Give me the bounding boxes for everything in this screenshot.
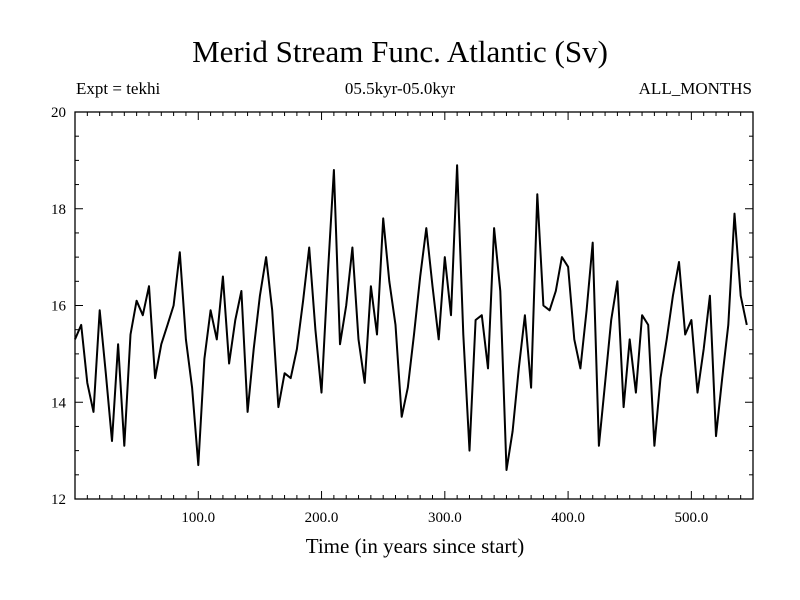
- x-axis-label: Time (in years since start): [305, 534, 525, 558]
- x-tick-label: 500.0: [674, 510, 708, 526]
- data-line: [74, 164, 748, 471]
- y-tick-label: 14: [51, 395, 67, 411]
- x-tick-label: 300.0: [428, 510, 462, 526]
- x-tick-label: 400.0: [551, 510, 585, 526]
- y-tick-label: 20: [51, 105, 66, 121]
- y-tick-label: 12: [51, 492, 66, 508]
- chart-title: Merid Stream Func. Atlantic (Sv): [192, 34, 608, 69]
- y-tick-label: 18: [51, 202, 66, 218]
- months-label: ALL_MONTHS: [638, 79, 752, 98]
- x-tick-label: 100.0: [181, 510, 215, 526]
- x-tick-label: 200.0: [305, 510, 339, 526]
- time-range-label: 05.5kyr-05.0kyr: [344, 79, 456, 98]
- experiment-label: Expt = tekhi: [76, 79, 161, 98]
- y-tick-label: 16: [51, 299, 67, 315]
- plot-frame: [74, 111, 754, 500]
